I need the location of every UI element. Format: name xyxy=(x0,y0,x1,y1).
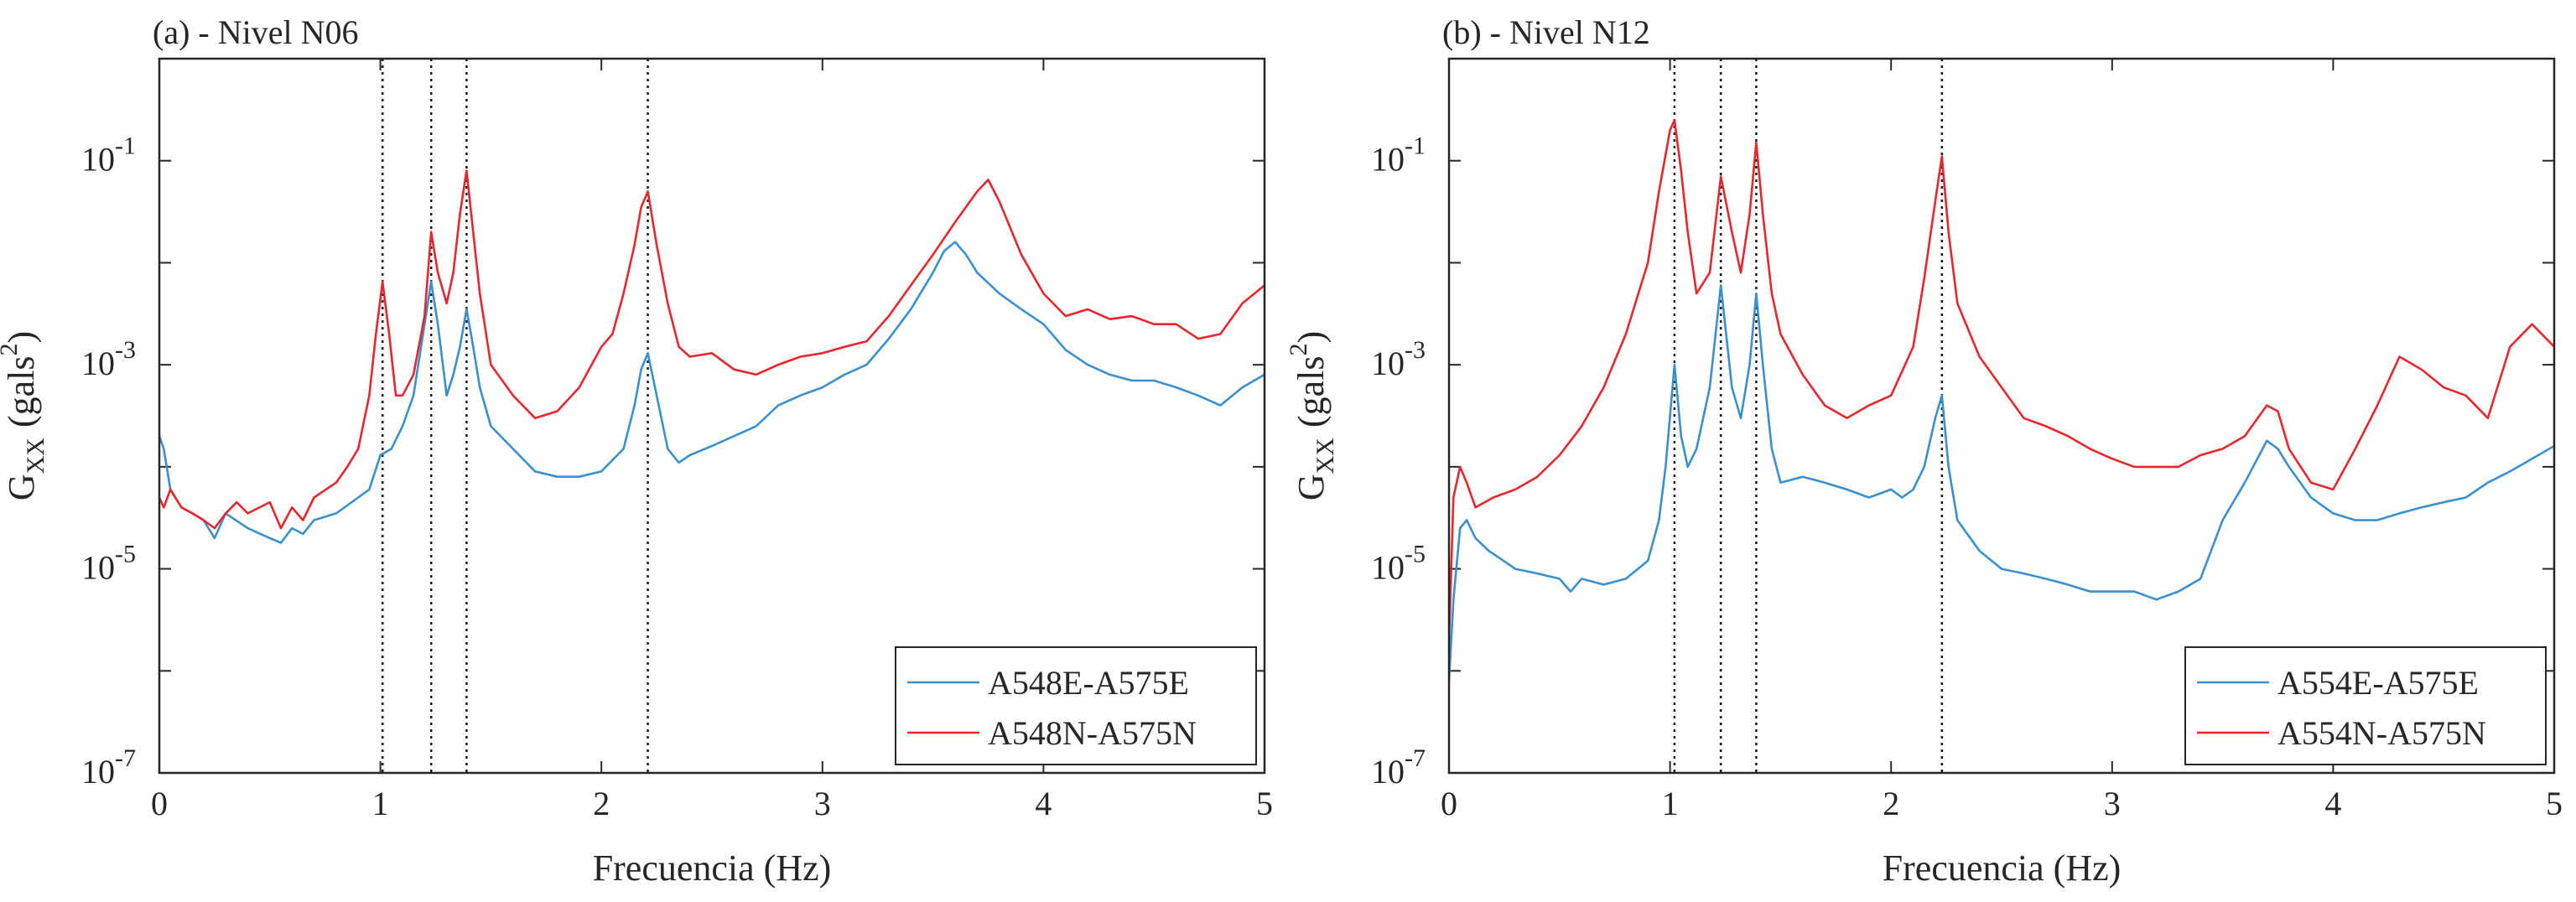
y-tick-base: 10 xyxy=(81,141,115,179)
y-tick-label: 10-7 xyxy=(1371,744,1426,791)
y-label-unit-close: ) xyxy=(1291,331,1332,344)
panel-a: 0 1 2 3 4 510-710-510-310-1(a) - Nivel N06Fre… xyxy=(0,13,1273,889)
y-tick-base: 10 xyxy=(1371,549,1405,587)
plot-frame xyxy=(158,57,1266,775)
y-tick-label: 10-3 xyxy=(81,336,136,382)
y-tick-base: 10 xyxy=(1371,345,1405,382)
y-tick-label: 10-3 xyxy=(1371,336,1426,382)
y-label-subscript: XX xyxy=(1311,438,1339,474)
legend-label-0: A554E-A575E xyxy=(2277,664,2479,702)
x-tick-label: 3 xyxy=(2104,785,2121,822)
legend-box xyxy=(2184,646,2547,765)
y-tick-exponent: -3 xyxy=(1405,336,1426,364)
y-axis-label: GXX (gals2) xyxy=(1285,331,1339,500)
x-axis-label: Frecuencia (Hz) xyxy=(593,848,832,889)
y-label-subscript: XX xyxy=(22,438,49,474)
legend-box xyxy=(895,646,1257,765)
series-line-A554E-A575E xyxy=(1449,284,2554,682)
x-tick-label: 4 xyxy=(1035,785,1052,822)
x-tick-label: 4 xyxy=(2324,785,2341,822)
x-tick-label: 0 xyxy=(1441,785,1457,822)
y-tick-label: 10-5 xyxy=(1371,541,1426,587)
panel-b: 0 1 2 3 4 510-710-510-310-1(b) - Nivel N12Fre… xyxy=(1285,13,2563,889)
legend: A554E-A575E A554N-A575N xyxy=(2184,646,2547,765)
y-label-main: G xyxy=(1,474,42,500)
y-tick-exponent: -7 xyxy=(115,744,136,772)
y-tick-label: 10-1 xyxy=(81,132,136,179)
chart-title: (a) - Nivel N06 xyxy=(153,13,358,51)
x-tick-label: 2 xyxy=(1883,785,1899,822)
y-tick-label: 10-7 xyxy=(81,744,136,791)
legend-label-0: A548E-A575E xyxy=(988,664,1189,702)
chart-title: (b) - Nivel N12 xyxy=(1442,13,1650,51)
series-line-A548N-A575N xyxy=(159,169,1265,530)
y-tick-exponent: -5 xyxy=(115,541,136,568)
x-tick-label: 0 xyxy=(151,785,168,822)
plot-frame xyxy=(1447,57,2556,775)
y-tick-label: 10-1 xyxy=(1371,132,1426,179)
x-tick-label: 2 xyxy=(593,785,610,822)
y-label-unit: (gals xyxy=(1,356,42,428)
x-tick-label: 1 xyxy=(1662,785,1679,822)
y-label-main: G xyxy=(1291,474,1332,500)
y-tick-base: 10 xyxy=(1371,753,1405,791)
legend: A548E-A575E A548N-A575N xyxy=(895,646,1257,765)
series-line-A554N-A575N xyxy=(1449,119,2554,640)
y-label-superscript: 2 xyxy=(1285,344,1312,356)
y-tick-base: 10 xyxy=(1371,141,1405,179)
y-tick-base: 10 xyxy=(81,753,115,791)
y-label-unit: (gals xyxy=(1291,356,1332,428)
x-tick-label: 3 xyxy=(814,785,831,822)
y-tick-exponent: -1 xyxy=(115,132,136,160)
y-label-unit-close: ) xyxy=(1,331,42,344)
x-axis-label: Frecuencia (Hz) xyxy=(1883,848,2122,889)
x-tick-label: 5 xyxy=(2546,785,2563,822)
y-tick-exponent: -1 xyxy=(1405,132,1426,160)
y-tick-exponent: -3 xyxy=(115,336,136,364)
x-tick-label: 1 xyxy=(372,785,389,822)
y-label-superscript: 2 xyxy=(0,344,23,356)
y-tick-label: 10-5 xyxy=(81,541,136,587)
y-tick-exponent: -7 xyxy=(1405,744,1426,772)
x-tick-label: 5 xyxy=(1256,785,1273,822)
y-axis-label: GXX (gals2) xyxy=(0,331,49,500)
legend-label-1: A554N-A575N xyxy=(2277,714,2486,752)
series-line-A548E-A575E xyxy=(159,241,1265,544)
legend-label-1: A548N-A575N xyxy=(988,714,1197,752)
y-tick-base: 10 xyxy=(81,345,115,382)
y-tick-base: 10 xyxy=(81,549,115,587)
y-tick-exponent: -5 xyxy=(1405,541,1426,568)
